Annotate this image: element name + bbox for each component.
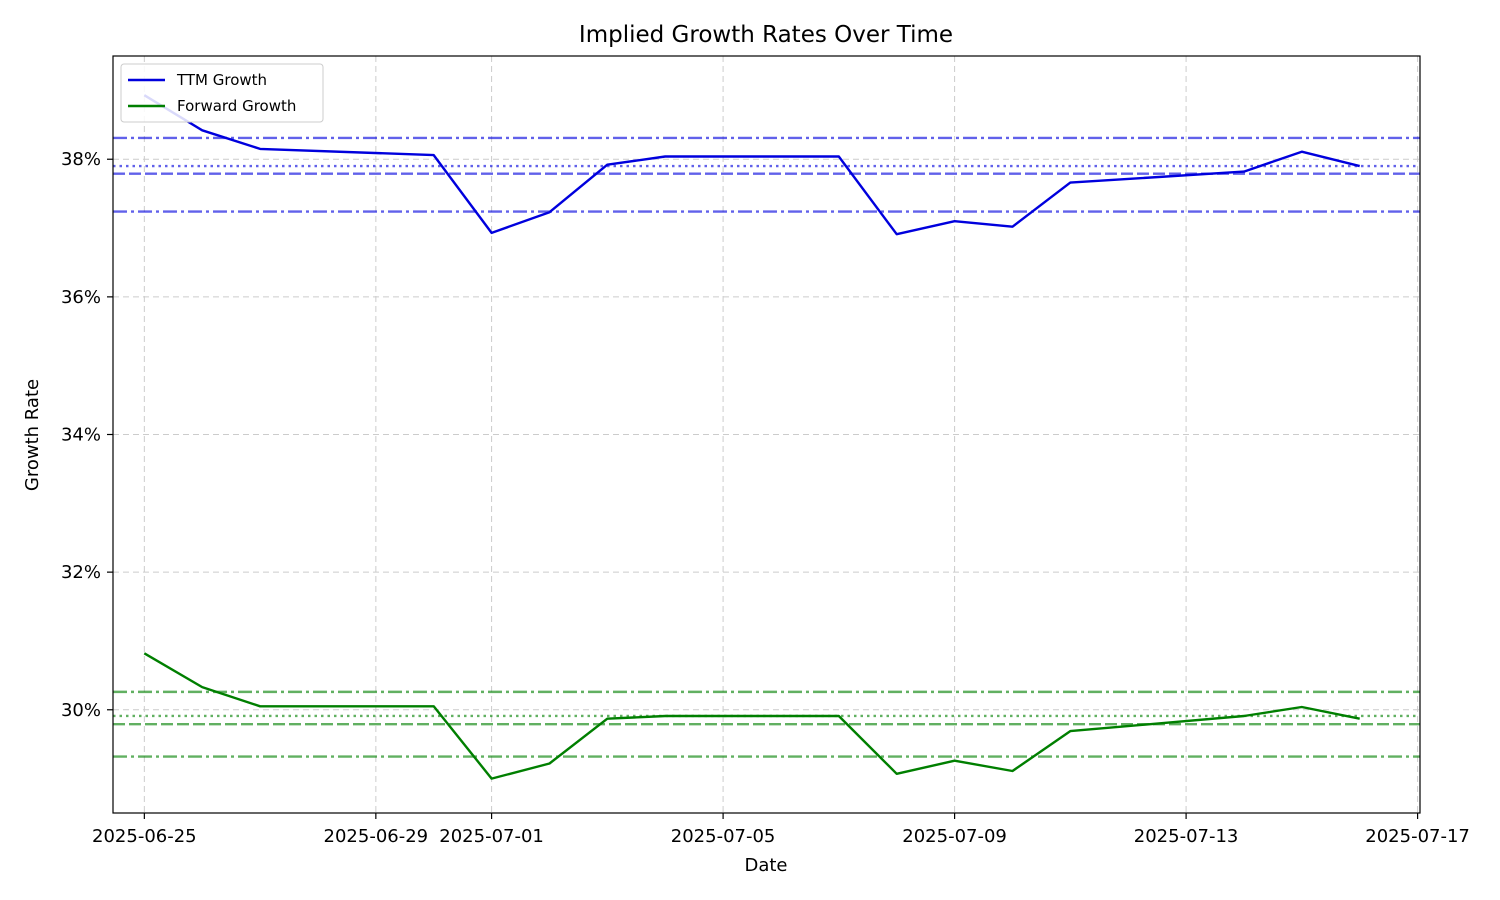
legend: TTM Growth Forward Growth (120, 63, 324, 123)
x-tick-label: 2025-07-17 (1365, 826, 1470, 847)
series-layer (143, 94, 1360, 780)
y-tick-label: 30% (61, 700, 101, 721)
y-tick-label: 38% (61, 149, 101, 170)
x-axis-label: Date (744, 855, 787, 876)
legend-label: TTM Growth (176, 71, 267, 89)
x-tick-label: 2025-07-13 (1134, 826, 1239, 847)
y-axis-label: Growth Rate (22, 379, 43, 491)
reference-lines (113, 136, 1420, 758)
x-ticks: 2025-06-25 2025-06-29 2025-07-01 2025-07-05… (92, 813, 1470, 847)
x-tick-label: 2025-06-29 (324, 826, 429, 847)
y-tick-label: 34% (61, 425, 101, 446)
legend-box (120, 63, 324, 123)
y-tick-label: 32% (61, 562, 101, 583)
series-line-1 (143, 652, 1360, 780)
y-tick-label: 36% (61, 287, 101, 308)
series-line-0 (143, 94, 1360, 236)
legend-label: Forward Growth (177, 97, 296, 115)
x-tick-label: 2025-07-09 (902, 826, 1007, 847)
x-tick-label: 2025-06-25 (92, 826, 197, 847)
x-tick-label: 2025-07-01 (439, 826, 544, 847)
x-tick-label: 2025-07-05 (671, 826, 776, 847)
chart-title: Implied Growth Rates Over Time (579, 22, 953, 48)
y-ticks: 30% 32% 34% 36% 38% (61, 149, 113, 721)
grid-layer (113, 56, 1420, 813)
